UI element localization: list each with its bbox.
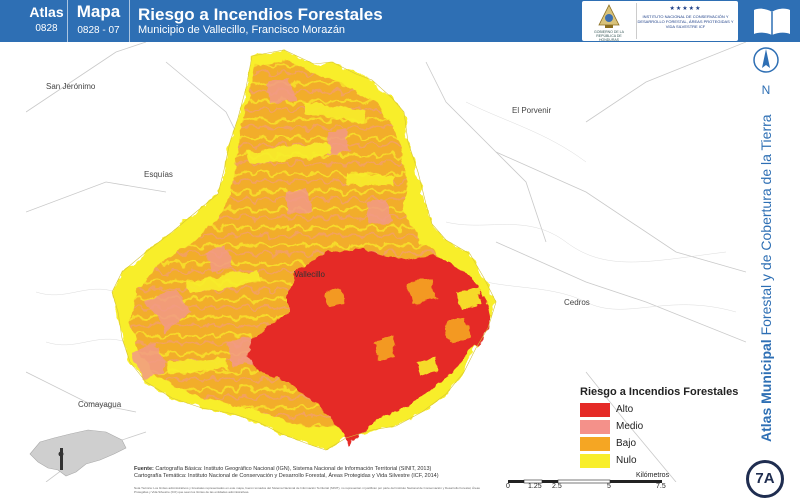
stars-icon: ★★★★★ bbox=[669, 6, 702, 12]
legend-item-medio: Medio bbox=[580, 419, 750, 434]
map-canvas[interactable]: San Jerónimo El Porvenir Esquías Valleci… bbox=[26, 42, 746, 482]
legend-label-nulo: Nulo bbox=[616, 455, 637, 466]
legend-swatch-nulo bbox=[580, 453, 610, 468]
open-book-icon bbox=[754, 8, 790, 36]
scale-tick-3: 5 bbox=[607, 483, 611, 490]
map-legend: Riesgo a Incendios Forestales Alto Medio… bbox=[580, 386, 750, 470]
atlas-code: 0828 bbox=[35, 23, 58, 34]
legend-label-alto: Alto bbox=[616, 404, 634, 415]
north-label: N bbox=[762, 83, 771, 97]
map-title: Riesgo a Incendios Forestales bbox=[138, 5, 383, 24]
institution-logos: GOBIERNO DE LA REPÚBLICA DE HONDURAS ★★★… bbox=[582, 1, 738, 42]
map-header: Atlas 0828 Mapa 0828 - 07 Riesgo a Incen… bbox=[0, 0, 800, 42]
nulo-streaks bbox=[166, 102, 396, 374]
map-subtitle: Municipio de Vallecillo, Francisco Moraz… bbox=[138, 24, 346, 36]
legend-label-bajo: Bajo bbox=[616, 438, 637, 449]
icf-logo-text: INSTITUTO NACIONAL DE CONSERVACIÓN Y DES… bbox=[637, 14, 734, 29]
place-esquias: Esquías bbox=[144, 170, 173, 179]
icf-logo: ★★★★★ INSTITUTO NACIONAL DE CONSERVACIÓN… bbox=[636, 3, 734, 39]
legend-swatch-alto bbox=[580, 402, 610, 417]
legend-item-bajo: Bajo bbox=[580, 436, 750, 451]
legend-item-alto: Alto bbox=[580, 402, 750, 417]
map-code-box: Mapa 0828 - 07 bbox=[68, 0, 130, 42]
source-citation: Fuente: Cartografía Básica: Instituto Ge… bbox=[134, 466, 494, 480]
honduras-inset-map bbox=[29, 429, 127, 477]
technical-note: Nota Técnica: Los límites administrativo… bbox=[134, 486, 480, 494]
alto-inner-patches bbox=[326, 278, 470, 360]
roads bbox=[35, 101, 737, 346]
scale-tick-2: 2.5 bbox=[552, 483, 562, 490]
legend-swatch-bajo bbox=[580, 436, 610, 451]
map-code: 0828 - 07 bbox=[77, 25, 120, 36]
legend-label-medio: Medio bbox=[616, 421, 644, 432]
scale-tick-4: 7.5 bbox=[656, 483, 666, 490]
place-vallecillo: Vallecillo bbox=[294, 270, 325, 279]
scale-bar: 0 1.25 2.5 5 7.5 Kilómetros bbox=[506, 472, 669, 500]
map-label: Mapa bbox=[76, 2, 121, 21]
legend-swatch-medio bbox=[580, 419, 610, 434]
source-line-1: Cartografía Básica: Instituto Geográfico… bbox=[155, 466, 432, 472]
scale-tick-1: 1.25 bbox=[528, 483, 542, 490]
place-cedros: Cedros bbox=[564, 298, 590, 307]
scale-unit: Kilómetros bbox=[636, 472, 670, 479]
coat-of-arms-icon bbox=[598, 4, 620, 28]
place-comayagua: Comayagua bbox=[78, 400, 122, 409]
risk-map bbox=[26, 42, 746, 482]
map-number-badge: 7A bbox=[746, 460, 784, 498]
atlas-side-title-bold: Atlas Municipal bbox=[758, 339, 774, 442]
government-logo-text: GOBIERNO DE LA REPÚBLICA DE HONDURAS bbox=[594, 30, 624, 42]
place-el-porvenir: El Porvenir bbox=[512, 106, 552, 115]
government-logo: GOBIERNO DE LA REPÚBLICA DE HONDURAS bbox=[586, 3, 632, 42]
scale-bar-graphic bbox=[508, 479, 662, 484]
legend-item-nulo: Nulo bbox=[580, 453, 750, 468]
atlas-box: Atlas 0828 bbox=[26, 0, 68, 42]
source-label: Fuente: bbox=[134, 466, 154, 472]
legend-title: Riesgo a Incendios Forestales bbox=[580, 386, 739, 398]
atlas-label: Atlas bbox=[29, 4, 64, 20]
source-line-2: Cartografía Temática: Instituto Nacional… bbox=[134, 473, 439, 479]
scale-tick-0: 0 bbox=[506, 483, 510, 490]
atlas-side-title: Atlas Municipal Forestal y de Cobertura … bbox=[758, 114, 778, 442]
alto-inner-nulo bbox=[418, 288, 482, 376]
north-arrow-icon: N bbox=[753, 47, 779, 97]
municipality-boundary bbox=[111, 49, 497, 451]
atlas-side-title-rest: Forestal y de Cobertura de la Tierra bbox=[758, 114, 774, 340]
place-san-jeronimo: San Jerónimo bbox=[46, 82, 96, 91]
